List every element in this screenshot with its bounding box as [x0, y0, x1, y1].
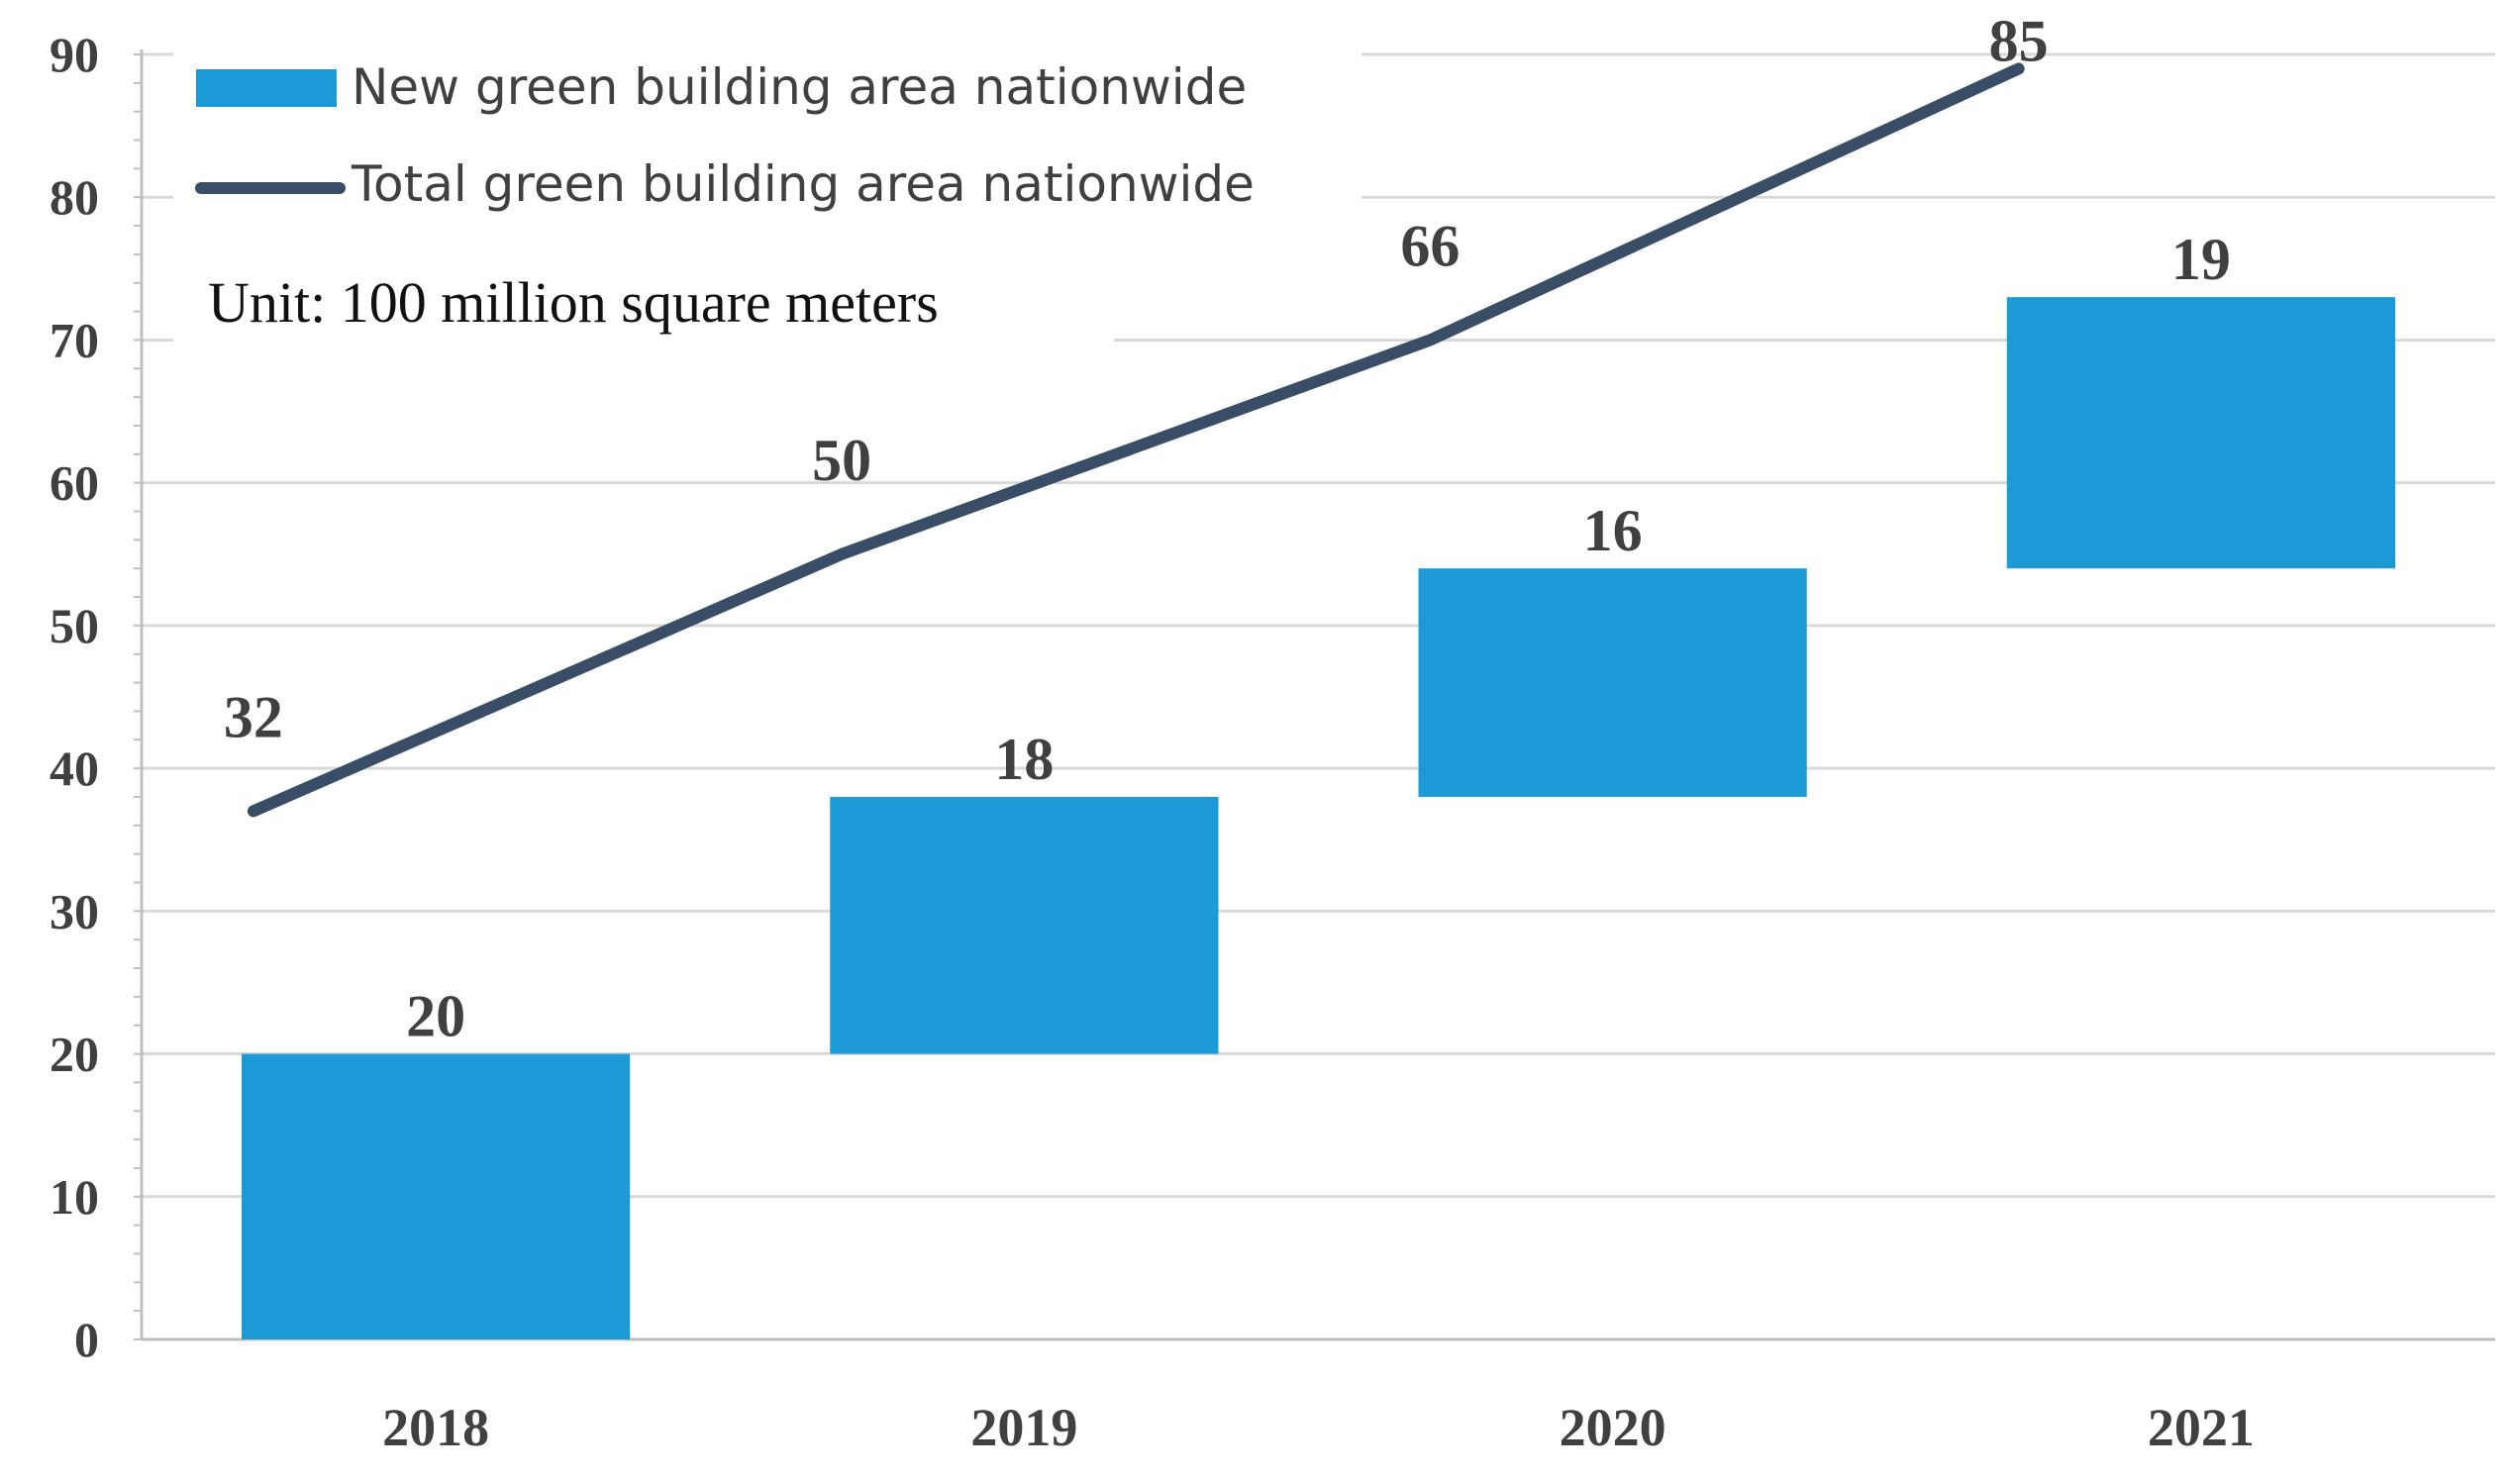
- x-tick-label-2020: 2020: [1560, 1398, 1666, 1457]
- bar-series: [242, 297, 2395, 1339]
- y-tick-label-80: 80: [50, 169, 99, 225]
- data-labels: 20 18 16 19 32 50 66 85: [224, 8, 2231, 1048]
- y-tick-label-50: 50: [50, 598, 99, 653]
- y-tick-label-10: 10: [50, 1169, 99, 1225]
- bar-2020: [1418, 568, 1807, 797]
- line-label-2021: 85: [1989, 8, 2049, 73]
- y-tick-label-60: 60: [50, 455, 99, 511]
- bar-label-2019: 18: [994, 727, 1054, 792]
- x-tick-label-2019: 2019: [970, 1398, 1077, 1457]
- x-tick-label-2021: 2021: [2148, 1398, 2255, 1457]
- y-tick-label-20: 20: [50, 1027, 99, 1082]
- y-tick-label-70: 70: [50, 312, 99, 367]
- bar-2019: [830, 796, 1219, 1054]
- bar-2021: [2006, 297, 2395, 569]
- line-label-2019: 50: [812, 428, 871, 493]
- bar-label-2018: 20: [406, 984, 465, 1049]
- y-tick-label-90: 90: [50, 27, 99, 82]
- unit-note-background: [173, 218, 1114, 356]
- legend: New green building area nationwide Total…: [173, 45, 1361, 218]
- legend-label-new-area: New green building area nationwide: [352, 58, 1247, 116]
- legend-swatch-new-area: [196, 69, 337, 107]
- x-tick-label-2018: 2018: [382, 1398, 489, 1457]
- total-area-line: [247, 62, 2025, 818]
- line-series: [247, 62, 2025, 818]
- bar-2018: [242, 1053, 631, 1339]
- unit-note-group: Unit: 100 million square meters: [173, 218, 1114, 356]
- unit-note: Unit: 100 million square meters: [208, 270, 939, 335]
- y-tick-label-30: 30: [50, 883, 99, 938]
- y-tick-label-40: 40: [50, 740, 99, 796]
- x-axis-category-labels: 2018 2019 2020 2021: [382, 1398, 2255, 1457]
- legend-label-total-area: Total green building area nationwide: [351, 155, 1255, 213]
- legend-background: [173, 45, 1361, 218]
- y-tick-label-0: 0: [74, 1312, 99, 1367]
- line-label-2020: 66: [1400, 213, 1460, 278]
- y-axis-tick-labels: 0 10 20 30 40 50 60 70 80 90: [50, 27, 99, 1367]
- bar-label-2021: 19: [2171, 227, 2231, 292]
- line-label-2018: 32: [224, 684, 283, 749]
- bar-label-2020: 16: [1583, 498, 1643, 563]
